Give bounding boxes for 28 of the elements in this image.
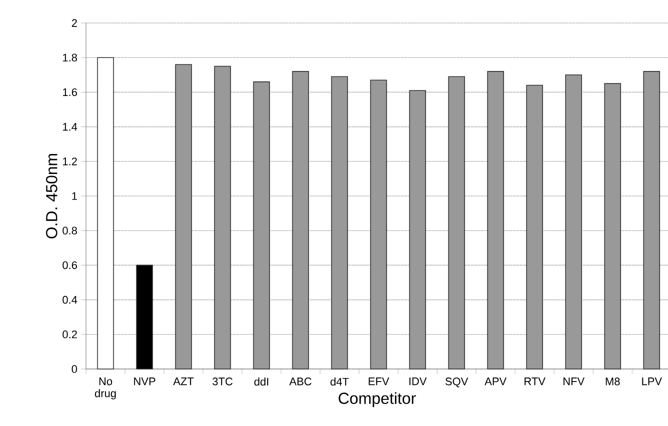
x-tick-label: IDV bbox=[409, 378, 427, 386]
x-tick-label: APV bbox=[484, 378, 507, 386]
x-tick-label: M8 bbox=[606, 378, 620, 386]
y-tick-label: 1.2 bbox=[63, 158, 77, 166]
y-tick-label: 0.4 bbox=[62, 296, 78, 304]
y-tick-label: 0.8 bbox=[62, 226, 77, 234]
y-tick-label: 0.2 bbox=[62, 330, 77, 338]
x-tick-label: No drug bbox=[94, 378, 116, 400]
x-tick-label: SQV bbox=[445, 378, 468, 388]
x-tick-label: ddI bbox=[254, 378, 268, 386]
x-tick-label: 3TC bbox=[212, 378, 233, 386]
y-axis-title: O.D. 450nm bbox=[46, 154, 58, 238]
x-tick-label: d4T bbox=[330, 378, 349, 386]
y-tick-label: 0 bbox=[72, 365, 78, 373]
x-tick-label: RTV bbox=[524, 378, 546, 386]
x-tick-label: NVP bbox=[134, 378, 156, 386]
y-tick-label: 1.6 bbox=[63, 88, 77, 96]
y-tick-label: 1.4 bbox=[63, 123, 78, 131]
y-tick-label: 1 bbox=[72, 192, 77, 200]
x-tick-label: LPV bbox=[642, 378, 662, 386]
y-tick-label: 0.6 bbox=[62, 261, 77, 270]
x-tick-label: ABC bbox=[289, 378, 312, 386]
y-tick-label: 1.8 bbox=[63, 54, 77, 62]
y-tick-label: 2 bbox=[72, 19, 77, 27]
x-tick-label: EFV bbox=[368, 378, 390, 386]
x-tick-label: AZT bbox=[173, 378, 194, 386]
x-axis-title: Competitor bbox=[338, 392, 416, 408]
x-tick-label: NFV bbox=[564, 378, 585, 386]
